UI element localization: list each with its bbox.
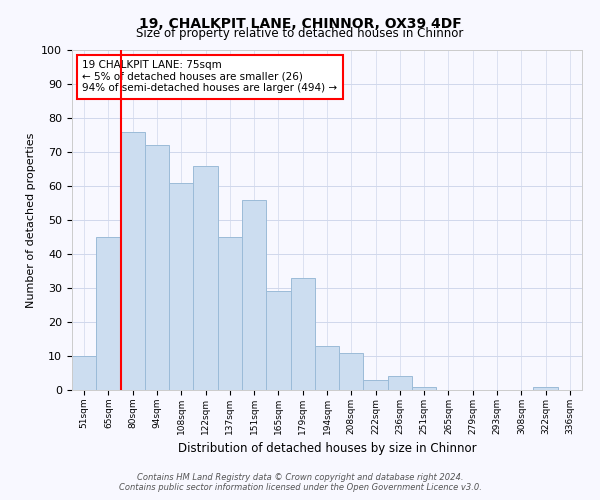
Bar — [218, 237, 242, 390]
Bar — [193, 166, 218, 390]
Bar — [315, 346, 339, 390]
Bar — [96, 237, 121, 390]
Bar — [388, 376, 412, 390]
Bar — [266, 292, 290, 390]
Bar — [72, 356, 96, 390]
Bar — [533, 386, 558, 390]
Text: Size of property relative to detached houses in Chinnor: Size of property relative to detached ho… — [136, 28, 464, 40]
Text: Contains HM Land Registry data © Crown copyright and database right 2024.
Contai: Contains HM Land Registry data © Crown c… — [119, 473, 481, 492]
Text: 19 CHALKPIT LANE: 75sqm
← 5% of detached houses are smaller (26)
94% of semi-det: 19 CHALKPIT LANE: 75sqm ← 5% of detached… — [82, 60, 337, 94]
Bar — [145, 145, 169, 390]
Text: 19, CHALKPIT LANE, CHINNOR, OX39 4DF: 19, CHALKPIT LANE, CHINNOR, OX39 4DF — [139, 18, 461, 32]
X-axis label: Distribution of detached houses by size in Chinnor: Distribution of detached houses by size … — [178, 442, 476, 456]
Bar — [242, 200, 266, 390]
Bar — [121, 132, 145, 390]
Bar — [412, 386, 436, 390]
Bar — [290, 278, 315, 390]
Bar — [339, 352, 364, 390]
Y-axis label: Number of detached properties: Number of detached properties — [26, 132, 36, 308]
Bar — [169, 182, 193, 390]
Bar — [364, 380, 388, 390]
